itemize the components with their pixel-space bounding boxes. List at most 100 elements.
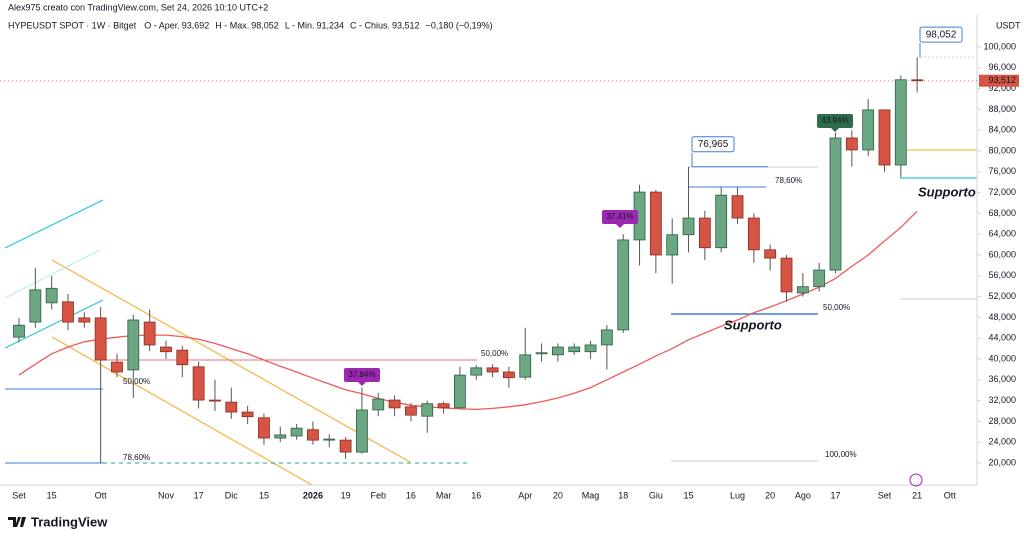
candle-body [911, 79, 924, 82]
badge-pointer [358, 382, 366, 386]
y-tick-label: 24,000 [988, 437, 1016, 447]
candle-body [731, 195, 744, 219]
candle-body [356, 409, 368, 453]
x-tick-label: Lug [730, 490, 745, 500]
candle-body [307, 429, 319, 441]
candle-body [682, 217, 695, 236]
candle-body [437, 403, 450, 409]
x-tick-label: Mar [436, 490, 452, 500]
ohlc-name: O - Aper. [144, 20, 180, 30]
candle-body [225, 401, 238, 413]
candle-body [584, 344, 597, 353]
candle-body [290, 427, 303, 437]
candle-body [274, 434, 287, 439]
level-label: 50,00% [823, 303, 850, 312]
badge-pointer [831, 128, 839, 132]
brand: TradingView [31, 514, 108, 529]
y-tick-label: 28,000 [988, 416, 1016, 426]
x-tick-label: Ago [795, 490, 811, 500]
x-tick-label: 17 [830, 490, 840, 500]
callout-label: 76,965 [698, 139, 729, 150]
candle-body [160, 346, 172, 353]
y-tick-label: 68,000 [988, 208, 1016, 218]
support-label: Supporto [724, 317, 782, 332]
x-tick-label: 20 [765, 490, 775, 500]
y-tick-label: 80,000 [988, 145, 1016, 155]
candle-body [176, 349, 189, 366]
support-label: Supporto [918, 184, 976, 199]
candle-body [421, 403, 434, 417]
badge-label: 43.94% [821, 116, 848, 125]
badge-pointer [616, 224, 624, 228]
level-label: 78,60% [123, 453, 150, 462]
candle-body [878, 109, 891, 166]
y-tick-label: 60,000 [988, 249, 1016, 259]
level-label: 100,00% [825, 450, 857, 459]
x-tick-label: Feb [371, 490, 387, 500]
trend-line [4, 199, 104, 249]
x-tick-label: 2026 [303, 490, 323, 500]
x-tick-label: Nov [158, 490, 175, 500]
x-tick-label: 15 [259, 490, 269, 500]
y-tick-label: 44,000 [988, 333, 1016, 343]
candle-body [209, 399, 221, 402]
x-tick-label: Set [878, 490, 892, 500]
callout-box [919, 26, 963, 43]
candle-body [127, 319, 140, 371]
candle-body [94, 317, 107, 361]
candle-body [862, 109, 875, 151]
candle-body [698, 217, 711, 249]
y-tick-label: 48,000 [988, 312, 1016, 322]
candle-body [143, 321, 156, 346]
candle-body [372, 398, 385, 411]
x-tick-label: 16 [471, 490, 481, 500]
ohlc-value: 93,512 [392, 20, 420, 30]
x-tick-label: 15 [684, 490, 694, 500]
x-tick-label: 19 [341, 490, 351, 500]
ohlc-name: H - Max. [215, 20, 249, 30]
level-label: 50,00% [123, 377, 150, 386]
candle-body [78, 317, 91, 323]
y-tick-label: 100,000 [983, 41, 1016, 51]
y-tick-label: 36,000 [988, 374, 1016, 384]
candle-body [62, 301, 74, 323]
candle-body [813, 269, 826, 288]
badge [344, 368, 380, 382]
candle-body [258, 417, 270, 439]
x-tick-label: Apr [518, 490, 532, 500]
candle-body [764, 249, 777, 259]
y-tick-label: 52,000 [988, 291, 1016, 301]
y-tick-label: 72,000 [988, 187, 1016, 197]
badge-label: 37.84% [348, 370, 375, 379]
drawings [4, 149, 977, 486]
level-label: 50,00% [481, 349, 508, 358]
y-tick-label: 92,000 [988, 83, 1016, 93]
y-tick-label: 76,000 [988, 166, 1016, 176]
x-tick-label: Dic [225, 490, 238, 500]
y-tick-label: 84,000 [988, 125, 1016, 135]
candle-body [339, 439, 352, 453]
x-tick-label: 21 [912, 490, 922, 500]
candle-body [551, 346, 564, 356]
candle-body [13, 324, 25, 338]
x-tick-label: 17 [194, 490, 204, 500]
last-price-tag [979, 74, 1019, 87]
x-tick-label: 18 [618, 490, 628, 500]
symbol: HYPEUSDT SPOT · 1W · Bitget [8, 20, 137, 30]
y-tick-label: 32,000 [988, 395, 1016, 405]
candle-body [454, 374, 466, 409]
candle-body [486, 367, 499, 373]
level-label: 78,60% [775, 176, 802, 185]
candle-body [829, 137, 842, 271]
logo: TradingView [8, 514, 108, 529]
change: −0,180 (−0,19%) [426, 20, 493, 30]
event-icon[interactable] [909, 473, 923, 487]
ohlc-name: L - Min. [285, 20, 315, 30]
candle-body [405, 406, 417, 416]
channel-line [51, 336, 313, 486]
x-tick-label: Mag [582, 490, 600, 500]
candle-body [323, 438, 336, 441]
y-tick-label: 56,000 [988, 270, 1016, 280]
x-tick-label: Giu [649, 490, 663, 500]
candle-body [192, 366, 205, 401]
